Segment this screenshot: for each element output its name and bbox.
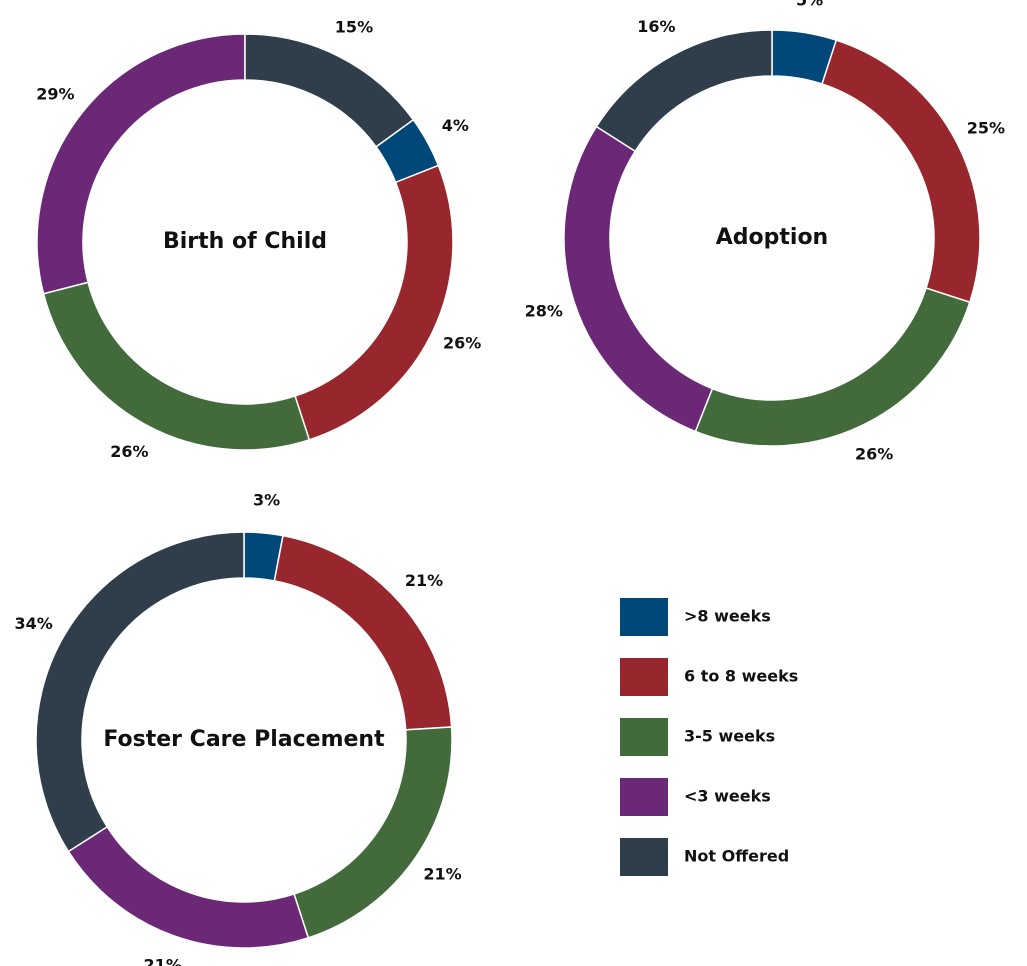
data-label: 34% [15, 614, 53, 633]
data-label: 21% [144, 955, 182, 966]
donut-segment [294, 164, 454, 441]
donut-segment [42, 281, 311, 451]
data-label: 26% [110, 442, 148, 461]
data-label: 21% [423, 864, 461, 883]
legend-label: <3 weeks [684, 787, 771, 806]
data-label: 15% [335, 18, 373, 37]
legend-swatch [620, 658, 668, 696]
chart-title: Foster Care Placement [103, 727, 385, 752]
donut-segment [67, 825, 310, 949]
data-label: 21% [405, 571, 443, 590]
legend-label: 3-5 weeks [684, 727, 775, 746]
data-label: 26% [855, 445, 893, 464]
data-label: 28% [525, 302, 563, 321]
donut-segment [35, 531, 245, 853]
donut-segment [244, 33, 415, 148]
donut-segment [821, 39, 981, 304]
legend-label: 6 to 8 weeks [684, 667, 798, 686]
data-label: 4% [442, 116, 469, 135]
data-label: 3% [253, 491, 280, 510]
data-label: 25% [967, 119, 1005, 138]
donut-segment [563, 125, 714, 433]
legend-label: >8 weeks [684, 607, 771, 626]
data-label: 29% [36, 84, 74, 103]
legend-swatch [620, 778, 668, 816]
donut-segment [694, 287, 971, 447]
donut-segment [293, 726, 453, 939]
legend-swatch [620, 718, 668, 756]
legend-swatch [620, 598, 668, 636]
donut-segment [273, 534, 453, 731]
donut-segment [595, 29, 773, 153]
chart-title: Birth of Child [163, 229, 327, 254]
data-label: 5% [796, 0, 823, 9]
chart-title: Adoption [716, 225, 828, 250]
donut-segment [36, 33, 246, 295]
data-label: 16% [637, 17, 675, 36]
legend-label: Not Offered [684, 847, 789, 866]
data-label: 26% [443, 334, 481, 353]
legend-swatch [620, 838, 668, 876]
